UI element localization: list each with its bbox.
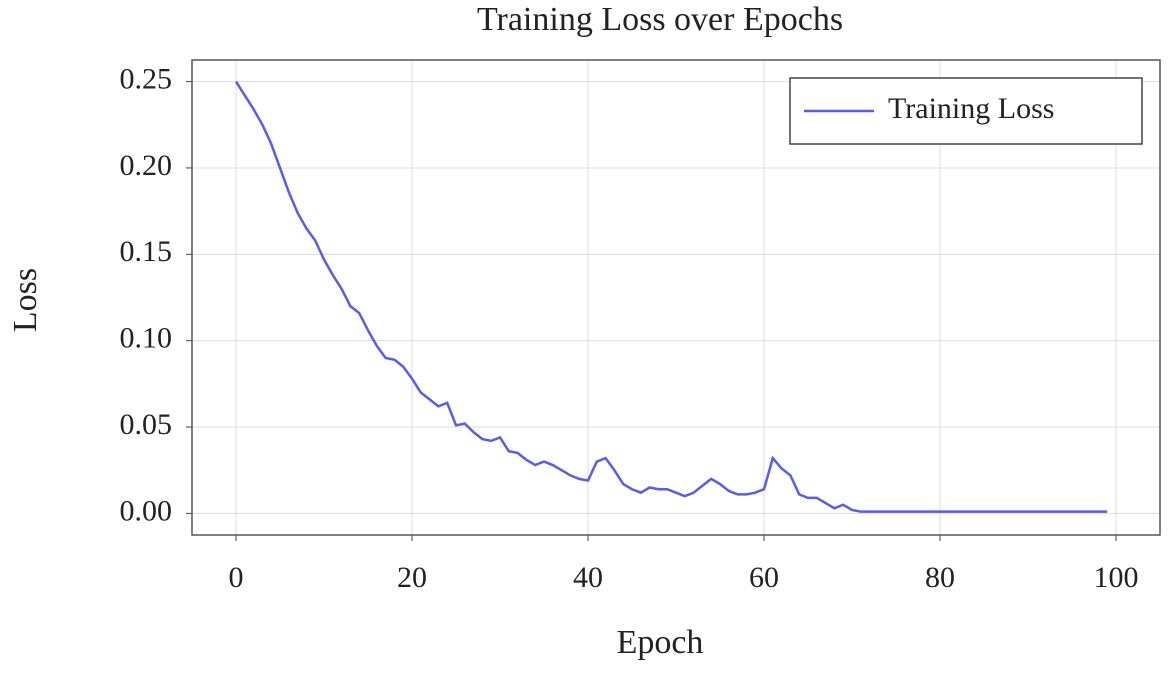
y-tick-label: 0.15: [120, 235, 173, 268]
line: [234, 80, 1108, 513]
legend-label: Training Loss: [888, 92, 1054, 125]
x-tick-label: 0: [229, 561, 244, 594]
y-tick-label: 0.10: [120, 322, 173, 355]
x-tick-label: 20: [397, 561, 427, 594]
y-tick-label: 0.20: [120, 149, 173, 182]
x-tick-label: 80: [925, 561, 955, 594]
y-axis-label: Loss: [7, 268, 44, 332]
x-tick-label: 60: [749, 561, 779, 594]
y-tick-label: 0.05: [120, 408, 173, 441]
x-tick-label: 100: [1094, 561, 1139, 594]
y-tick-label: 0.00: [120, 494, 173, 527]
x-axis-label: Epoch: [617, 624, 704, 661]
chart-title: Training Loss over Epochs: [477, 1, 843, 38]
x-tick-label: 40: [573, 561, 603, 594]
y-tick-label: 0.25: [120, 62, 173, 95]
plot-frame: [191, 59, 1161, 536]
